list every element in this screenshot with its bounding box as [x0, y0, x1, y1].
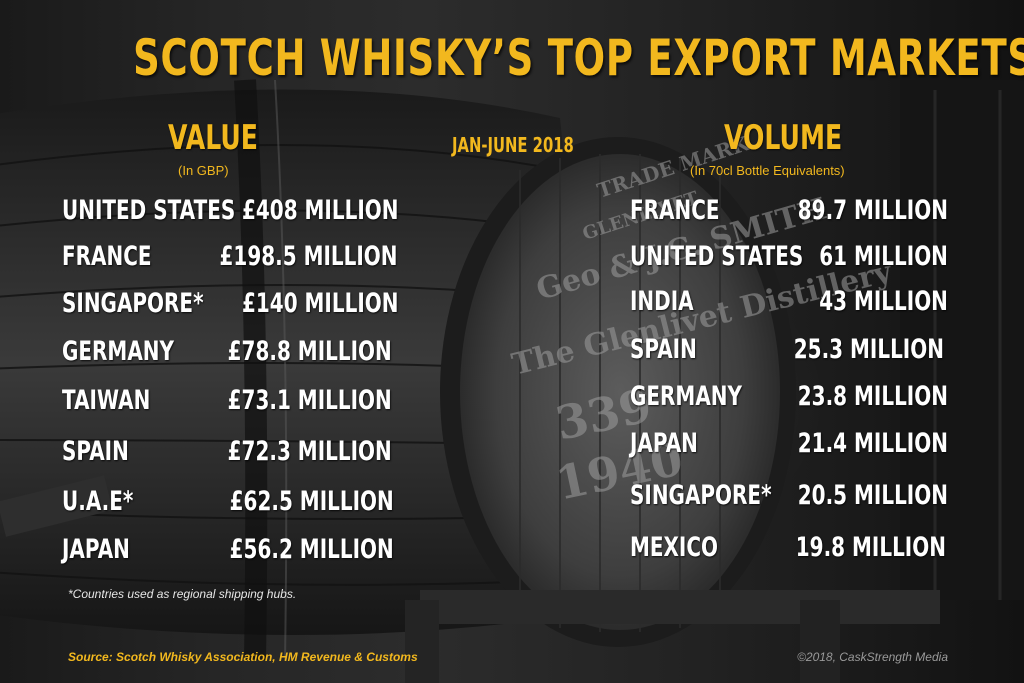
value-amount: £62.5 MILLION	[229, 486, 394, 517]
volume-row: SINGAPORE* 20.5 MILLION	[630, 479, 948, 513]
volume-country: JAPAN	[630, 428, 698, 459]
volume-country: GERMANY	[630, 381, 742, 412]
value-row: UNITED STATES £408 MILLION	[62, 194, 398, 228]
value-amount: £78.8 MILLION	[227, 336, 392, 367]
footnote: *Countries used as regional shipping hub…	[68, 587, 297, 601]
volume-country: SPAIN	[630, 334, 697, 365]
value-country: FRANCE	[62, 241, 152, 272]
value-country: JAPAN	[62, 534, 130, 565]
value-country: SPAIN	[62, 436, 129, 467]
volume-amount: 89.7 MILLION	[797, 195, 948, 226]
value-amount: £408 MILLION	[241, 195, 398, 226]
volume-amount: 20.5 MILLION	[797, 480, 948, 511]
copyright: ©2018, CaskStrength Media	[797, 650, 948, 664]
value-amount: £56.2 MILLION	[229, 534, 394, 565]
volume-row: FRANCE 89.7 MILLION	[630, 194, 948, 228]
value-row: GERMANY £78.8 MILLION	[62, 335, 392, 369]
volume-row: MEXICO 19.8 MILLION	[630, 531, 946, 565]
value-country: SINGAPORE*	[62, 288, 204, 319]
value-amount: £140 MILLION	[241, 288, 398, 319]
volume-row: SPAIN 25.3 MILLION	[630, 333, 944, 367]
volume-row: INDIA 43 MILLION	[630, 285, 948, 319]
volume-amount: 23.8 MILLION	[797, 381, 948, 412]
volume-row: GERMANY 23.8 MILLION	[630, 380, 948, 414]
volume-heading: VOLUME	[724, 118, 843, 158]
value-unit-label: (In GBP)	[178, 163, 229, 178]
volume-country: MEXICO	[630, 532, 719, 563]
volume-row: JAPAN 21.4 MILLION	[630, 427, 948, 461]
volume-amount: 25.3 MILLION	[793, 334, 944, 365]
value-row: TAIWAN £73.1 MILLION	[62, 384, 392, 418]
volume-country: UNITED STATES	[630, 241, 804, 272]
volume-row: UNITED STATES 61 MILLION	[630, 240, 948, 274]
volume-amount: 43 MILLION	[819, 286, 948, 317]
value-country: U.A.E*	[62, 486, 134, 517]
volume-amount: 61 MILLION	[819, 241, 948, 272]
value-amount: £73.1 MILLION	[227, 385, 392, 416]
volume-country: FRANCE	[630, 195, 720, 226]
main-title: SCOTCH WHISKY’S TOP EXPORT MARKETS	[133, 29, 1024, 87]
value-row: SPAIN £72.3 MILLION	[62, 435, 392, 469]
period-label: JAN-JUNE 2018	[452, 133, 574, 157]
value-country: UNITED STATES	[62, 195, 236, 226]
source-credit: Source: Scotch Whisky Association, HM Re…	[68, 650, 418, 664]
value-amount: £72.3 MILLION	[227, 436, 392, 467]
volume-unit-label: (In 70cl Bottle Equivalents)	[690, 163, 845, 178]
value-country: TAIWAN	[62, 385, 151, 416]
value-heading: VALUE	[168, 118, 258, 158]
volume-amount: 21.4 MILLION	[797, 428, 948, 459]
value-row: JAPAN £56.2 MILLION	[62, 533, 394, 567]
volume-country: INDIA	[630, 286, 694, 317]
value-row: SINGAPORE* £140 MILLION	[62, 287, 398, 321]
value-row: FRANCE £198.5 MILLION	[62, 240, 398, 274]
value-country: GERMANY	[62, 336, 174, 367]
volume-amount: 19.8 MILLION	[795, 532, 946, 563]
value-row: U.A.E* £62.5 MILLION	[62, 485, 394, 519]
value-amount: £198.5 MILLION	[220, 241, 398, 272]
volume-country: SINGAPORE*	[630, 480, 772, 511]
